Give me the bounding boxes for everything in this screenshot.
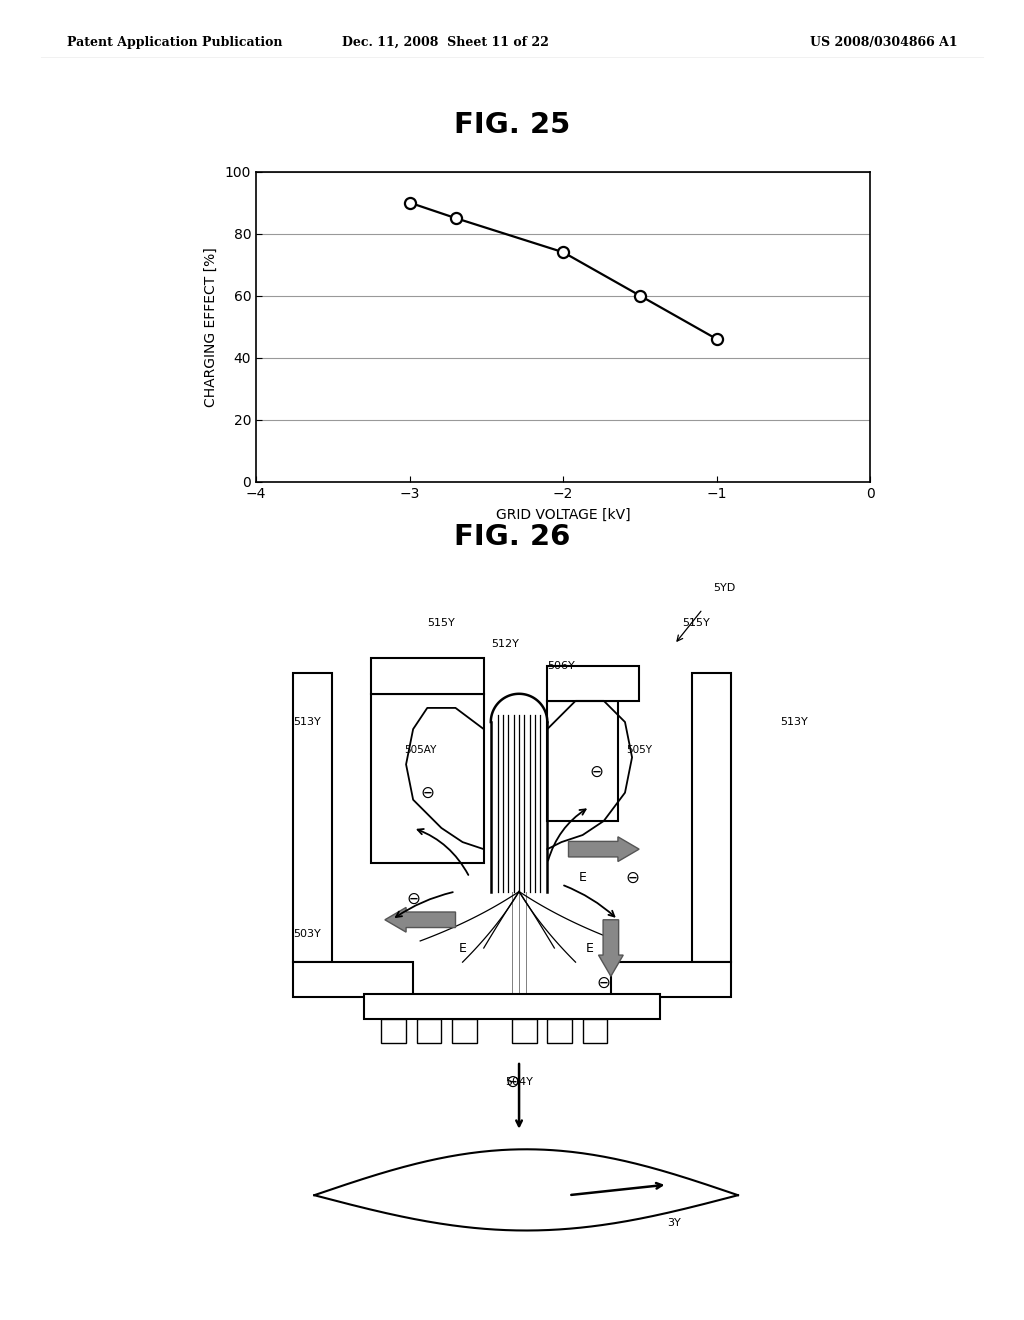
Text: E: E <box>579 871 587 884</box>
Text: E: E <box>459 941 467 954</box>
Text: ⊖: ⊖ <box>625 869 639 887</box>
Text: E: E <box>586 941 594 954</box>
FancyArrow shape <box>568 837 639 862</box>
Text: FIG. 25: FIG. 25 <box>454 111 570 140</box>
Bar <box>692 673 731 962</box>
Text: ⊖: ⊖ <box>420 784 434 801</box>
Bar <box>381 1019 407 1043</box>
Text: 515Y: 515Y <box>682 618 710 628</box>
Text: FIG. 26: FIG. 26 <box>454 523 570 552</box>
Bar <box>611 962 731 998</box>
Text: 505AY: 505AY <box>404 746 436 755</box>
Text: Dec. 11, 2008  Sheet 11 of 22: Dec. 11, 2008 Sheet 11 of 22 <box>342 36 549 49</box>
Bar <box>452 1019 477 1043</box>
X-axis label: GRID VOLTAGE [kV]: GRID VOLTAGE [kV] <box>496 508 631 521</box>
Bar <box>583 1019 607 1043</box>
Bar <box>512 1019 537 1043</box>
Bar <box>371 694 483 863</box>
Text: 506Y: 506Y <box>548 660 575 671</box>
Bar <box>547 665 639 701</box>
Text: Patent Application Publication: Patent Application Publication <box>67 36 282 49</box>
Bar <box>293 962 413 998</box>
Text: 3Y: 3Y <box>668 1218 681 1229</box>
Y-axis label: CHARGING EFFECT [%]: CHARGING EFFECT [%] <box>204 247 218 407</box>
Bar <box>417 1019 441 1043</box>
Text: 5YD: 5YD <box>713 583 735 593</box>
Text: ⊖: ⊖ <box>505 1073 519 1092</box>
Bar <box>371 659 483 694</box>
Bar <box>293 673 332 962</box>
Text: 503Y: 503Y <box>294 929 322 939</box>
Bar <box>364 994 660 1019</box>
Text: ⊖: ⊖ <box>590 763 604 780</box>
Text: 504Y: 504Y <box>505 1077 534 1088</box>
Text: ⊖: ⊖ <box>407 890 420 908</box>
Bar <box>547 701 617 821</box>
Text: 512Y: 512Y <box>490 639 519 649</box>
Text: 513Y: 513Y <box>294 717 322 727</box>
Text: US 2008/0304866 A1: US 2008/0304866 A1 <box>810 36 957 49</box>
Text: 505Y: 505Y <box>626 746 652 755</box>
Bar <box>547 1019 572 1043</box>
Text: 515Y: 515Y <box>427 618 456 628</box>
FancyArrow shape <box>598 920 624 977</box>
Text: 513Y: 513Y <box>780 717 808 727</box>
Text: ⊖: ⊖ <box>597 974 610 993</box>
FancyArrow shape <box>385 907 456 932</box>
